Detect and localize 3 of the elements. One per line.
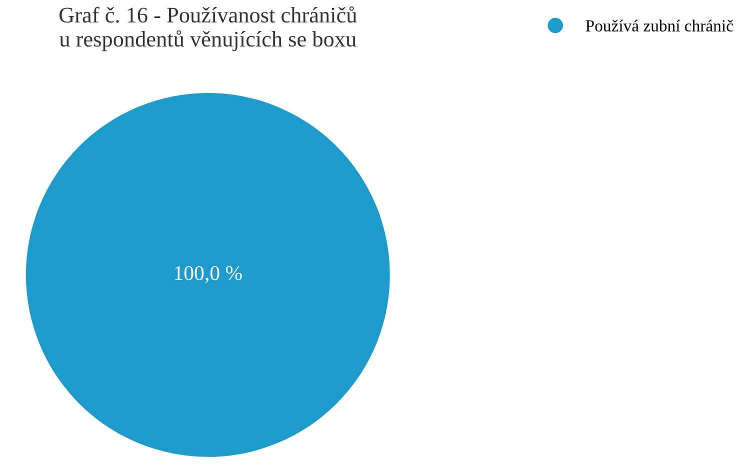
chart-title: Graf č. 16 - Používanost chráničů u respondentů věnujících se boxu (59, 6, 357, 52)
legend-label: Používá zubní chránič (586, 20, 733, 32)
data-label: 100,0 % (175, 266, 242, 284)
